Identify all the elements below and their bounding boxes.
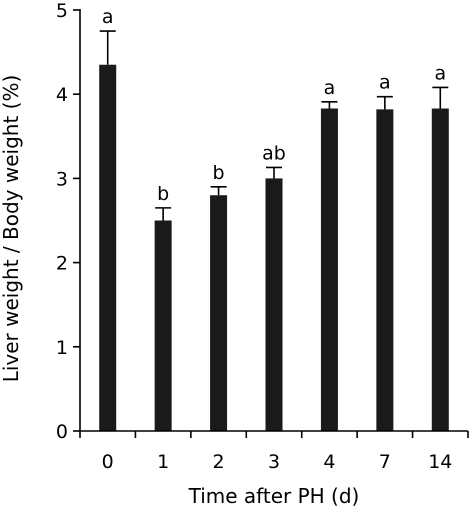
y-axis: 0 1 2 3 4 5 xyxy=(56,0,81,443)
x-tick-label-3: 3 xyxy=(268,451,280,473)
x-tick-label-4: 4 xyxy=(323,451,335,473)
y-tick-label-1: 1 xyxy=(56,337,68,359)
y-tick-label-2: 2 xyxy=(56,253,68,275)
x-axis: 0 1 2 3 4 7 14 xyxy=(79,430,469,473)
y-tick-label-3: 3 xyxy=(56,168,68,190)
bar-1 xyxy=(154,220,172,431)
y-tick-label-5: 5 xyxy=(56,0,68,22)
bar-4 xyxy=(320,108,338,431)
x-tick-label-14: 14 xyxy=(428,451,452,473)
x-axis-label: Time after PH (d) xyxy=(188,484,360,508)
bar-7 xyxy=(376,109,394,431)
bar-14 xyxy=(431,108,449,431)
x-tick-label-7: 7 xyxy=(379,451,391,473)
x-tick-label-2: 2 xyxy=(213,451,225,473)
bar-0 xyxy=(99,64,117,431)
x-tick-label-1: 1 xyxy=(157,451,169,473)
y-axis-label: Liver weight / Body weight (%) xyxy=(0,75,23,383)
x-tick-label-0: 0 xyxy=(102,451,114,473)
bar-3 xyxy=(265,178,283,431)
significance-label-3: ab xyxy=(262,142,286,164)
bar-2 xyxy=(210,195,228,431)
significance-label-4: a xyxy=(324,77,336,99)
significance-label-7: a xyxy=(379,72,391,94)
y-tick-label-0: 0 xyxy=(56,421,68,443)
significance-label-0: a xyxy=(102,6,114,28)
y-tick-label-4: 4 xyxy=(56,84,68,106)
significance-label-14: a xyxy=(434,62,446,84)
significance-label-1: b xyxy=(157,183,169,205)
significance-label-2: b xyxy=(213,162,225,184)
